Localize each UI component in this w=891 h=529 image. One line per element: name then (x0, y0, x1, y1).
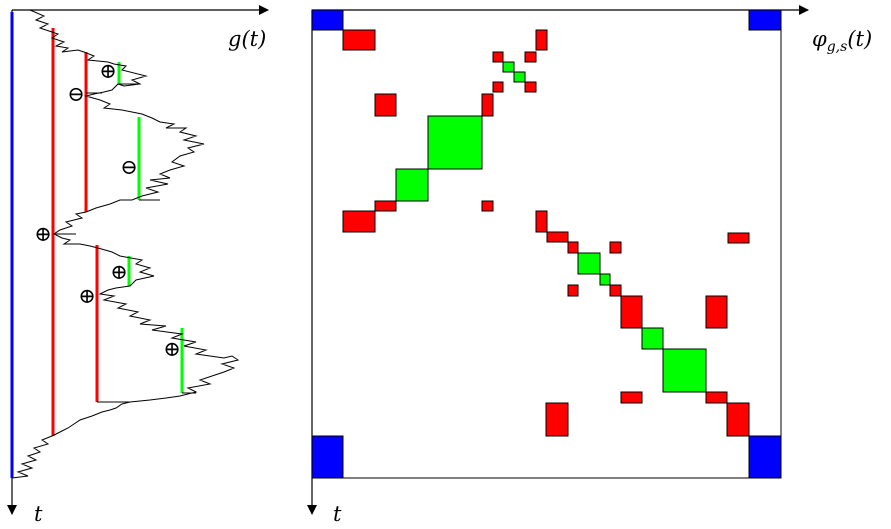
green-block (513, 71, 526, 83)
svg-text:⊕: ⊕ (78, 284, 96, 308)
red-block (567, 284, 579, 297)
random-walk-path (11, 9, 240, 479)
red-block (726, 402, 750, 437)
plus-marker: ⊕ (34, 222, 52, 246)
right-x-axis-label: φg,s(t) (812, 27, 872, 55)
red-block (609, 284, 622, 297)
green-block (395, 168, 429, 202)
blue-block (311, 435, 344, 479)
green-block (662, 348, 707, 393)
right-y-axis-label: t (333, 502, 342, 526)
blue-block (748, 9, 782, 31)
red-block (567, 241, 579, 254)
red-block (492, 51, 504, 63)
minus-marker: ⊖ (67, 82, 85, 106)
green-block (427, 115, 483, 170)
red-block (481, 200, 494, 212)
red-block (535, 210, 548, 233)
left-x-axis-label: g(t) (228, 27, 266, 51)
red-block (535, 29, 548, 51)
red-block (545, 402, 569, 437)
green-block (641, 327, 664, 350)
green-block (577, 252, 601, 275)
red-block (546, 231, 569, 243)
red-block (705, 295, 728, 329)
plus-marker: ⊕ (99, 59, 117, 83)
left-y-axis-label: t (34, 502, 43, 526)
blue-block (748, 435, 782, 479)
red-block (705, 391, 728, 404)
svg-text:⊕: ⊕ (34, 222, 52, 246)
red-block (620, 295, 643, 329)
svg-text:⊕: ⊕ (163, 337, 181, 361)
plus-marker: ⊕ (163, 337, 181, 361)
svg-text:⊕: ⊕ (99, 59, 117, 83)
green-block (502, 61, 515, 73)
svg-text:⊕: ⊕ (110, 260, 128, 284)
red-block (609, 241, 622, 254)
plus-marker: ⊕ (78, 284, 96, 308)
red-block (342, 29, 376, 51)
matrix-frame (311, 9, 782, 479)
red-block (727, 232, 750, 244)
red-block (620, 391, 643, 404)
left-panel: ⊕ ⊖ ⊕ ⊖ ⊕ ⊕ ⊕ g(t) t (7, 5, 269, 526)
green-block (599, 273, 611, 286)
red-block (524, 81, 537, 93)
right-panel: φg,s(t) t (307, 5, 872, 526)
red-block (481, 93, 494, 117)
plus-marker: ⊕ (110, 260, 128, 284)
minus-marker: ⊖ (120, 155, 138, 179)
svg-text:⊖: ⊖ (120, 155, 138, 179)
svg-text:⊖: ⊖ (67, 82, 85, 106)
red-block (374, 200, 397, 212)
red-block (492, 81, 504, 93)
red-block (342, 210, 376, 233)
red-block (524, 51, 537, 63)
red-block (374, 93, 397, 117)
blue-block (311, 9, 344, 31)
